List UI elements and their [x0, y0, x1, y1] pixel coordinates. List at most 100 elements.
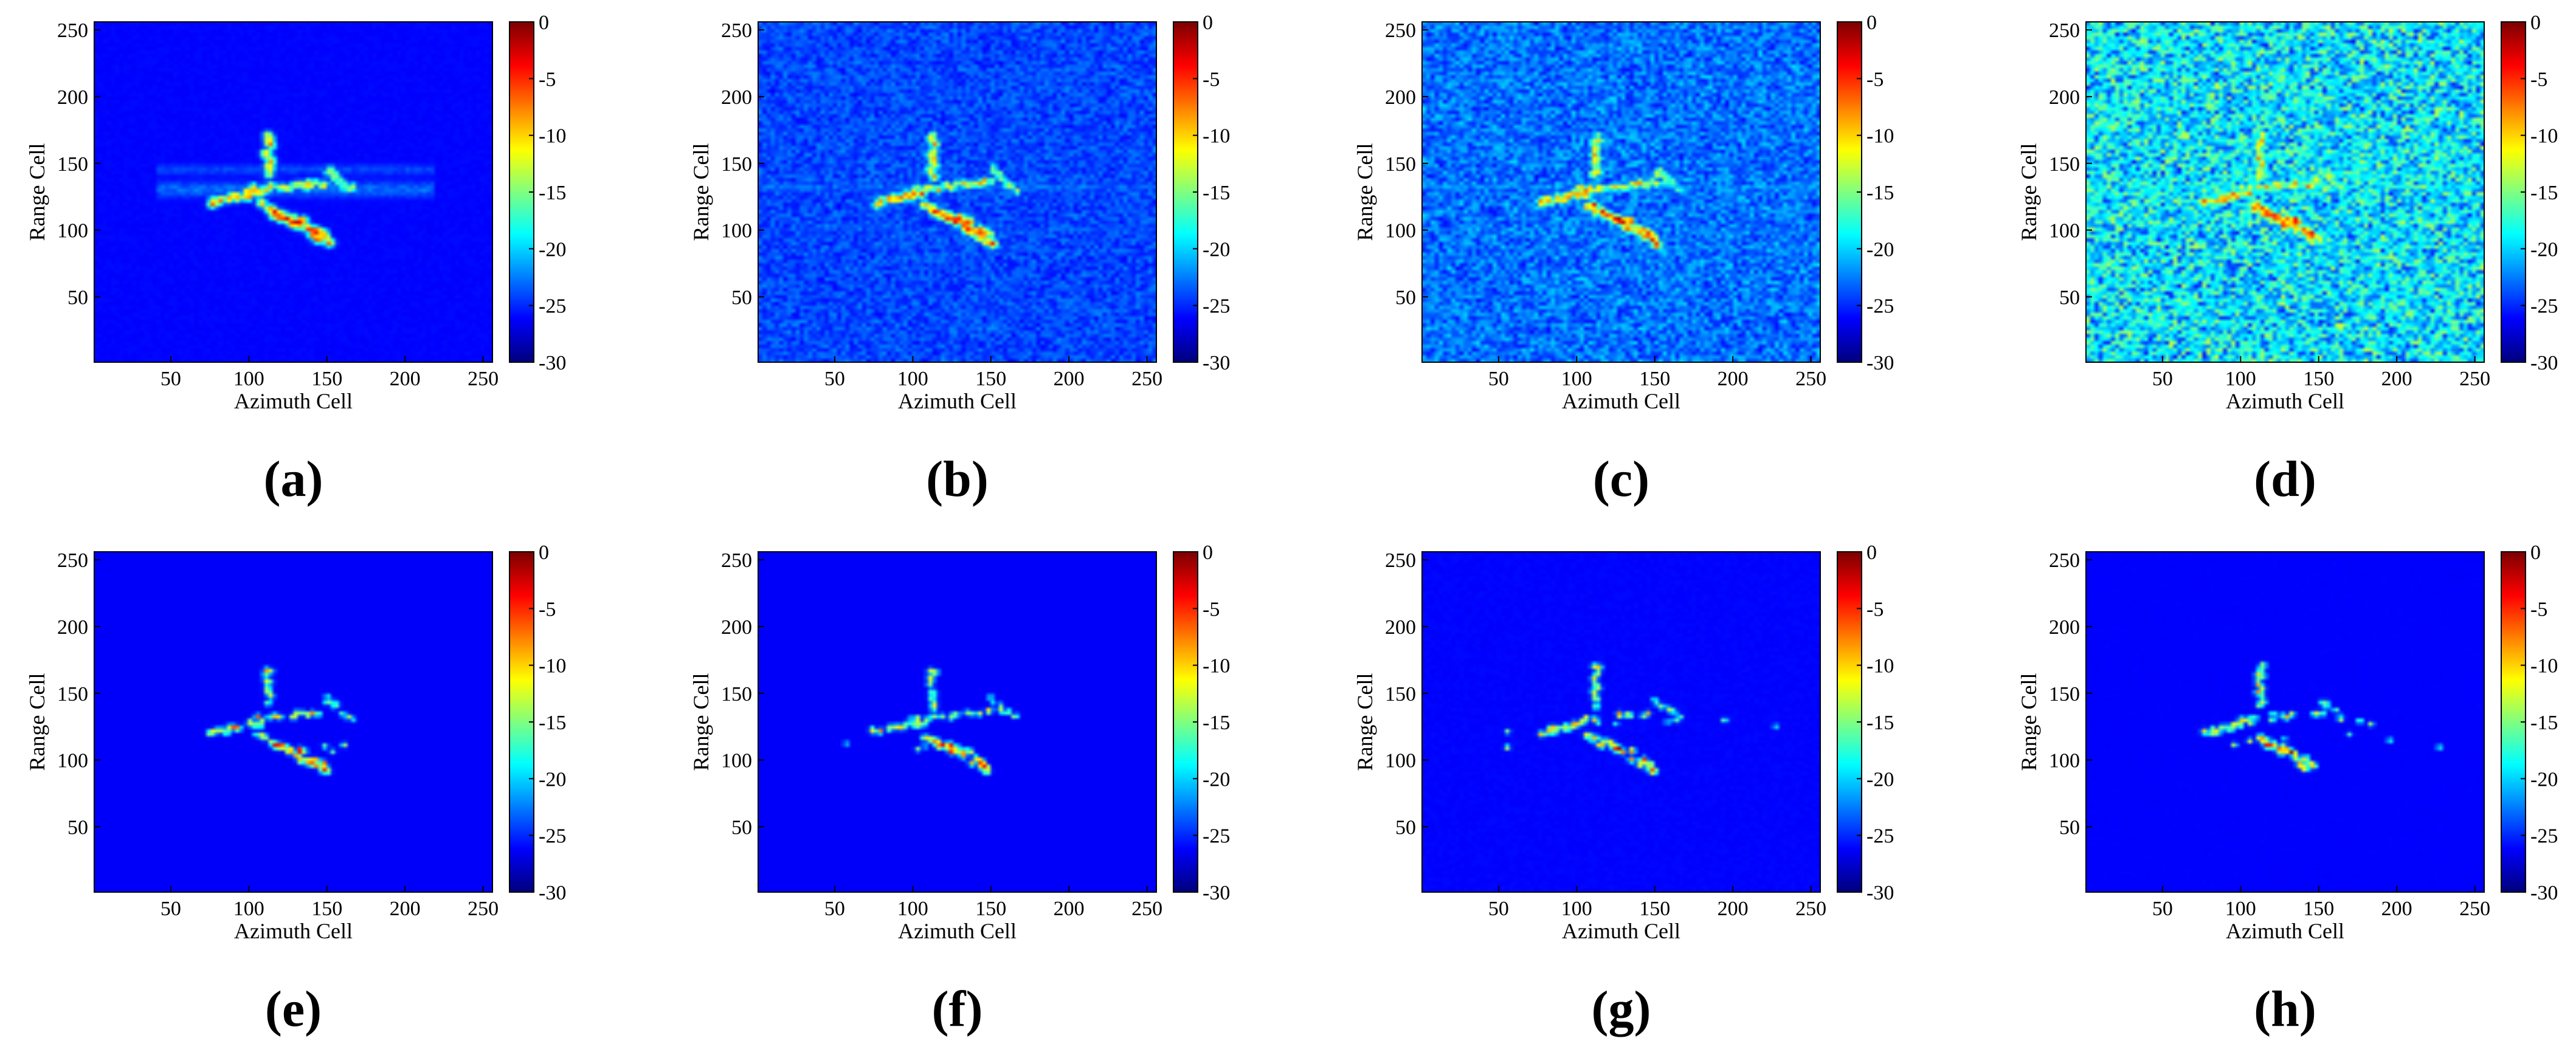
- y-tick-label: 50: [67, 816, 88, 839]
- x-tick-label: 200: [390, 898, 421, 920]
- y-axis-label: Range Cell: [25, 143, 49, 241]
- heatmap-image: [1422, 552, 1820, 892]
- colorbar-tick-label: -20: [1203, 768, 1230, 791]
- x-tick-label: 150: [311, 898, 342, 920]
- y-tick-label: 50: [1395, 286, 1416, 309]
- plot-frame: [1421, 21, 1821, 363]
- x-tick-label: 200: [1718, 368, 1749, 390]
- x-tick-label: 150: [2303, 368, 2334, 390]
- x-tick-label: 100: [2225, 368, 2256, 390]
- colorbar-tick-label: -30: [1203, 882, 1230, 904]
- colorbar-tick-label: -10: [1866, 125, 1894, 148]
- panel-caption: (h): [2254, 981, 2316, 1037]
- colorbar-tick-label: -10: [539, 125, 566, 148]
- colorbar-tick-label: -15: [1866, 712, 1894, 734]
- heatmap-image: [758, 22, 1156, 362]
- colorbar-tick-label: -5: [1866, 598, 1884, 620]
- colorbar-tick-label: -30: [1866, 352, 1894, 374]
- colorbar-tick-label: -15: [2530, 712, 2558, 734]
- x-tick-label: 250: [2459, 898, 2490, 920]
- x-tick-label: 100: [2225, 898, 2256, 920]
- panel-caption: (f): [932, 981, 983, 1037]
- y-tick-label: 200: [57, 86, 88, 109]
- y-tick-label: 100: [721, 750, 752, 772]
- colorbar-tick-label: -25: [1203, 825, 1230, 848]
- y-tick-label: 150: [721, 683, 752, 706]
- colorbar-tick-label: -30: [2530, 882, 2558, 904]
- x-axis-label: Azimuth Cell: [898, 919, 1017, 943]
- y-tick-label: 50: [2059, 286, 2080, 309]
- colorbar-tick-label: 0: [2530, 541, 2541, 564]
- plot-frame: [1421, 551, 1821, 893]
- x-tick-label: 50: [2152, 368, 2173, 390]
- y-tick-label: 250: [721, 19, 752, 42]
- x-axis-label: Azimuth Cell: [1562, 389, 1680, 413]
- colorbar-tick-label: -20: [539, 238, 566, 261]
- plot-frame: [94, 551, 493, 893]
- x-tick-label: 50: [824, 898, 845, 920]
- y-tick-label: 250: [1385, 549, 1416, 572]
- colorbar-tick-label: -20: [1866, 238, 1894, 261]
- y-tick-label: 250: [2049, 19, 2080, 42]
- plot-frame: [758, 551, 1157, 893]
- x-tick-label: 100: [1561, 898, 1592, 920]
- colorbar-tick-label: -30: [539, 882, 566, 904]
- y-tick-label: 100: [721, 220, 752, 242]
- y-tick-label: 150: [1385, 683, 1416, 706]
- y-axis-label: Range Cell: [689, 673, 713, 771]
- panel-caption: (a): [264, 451, 323, 507]
- x-tick-label: 250: [1131, 898, 1162, 920]
- heatmap-image: [758, 552, 1156, 892]
- colorbar-tick-label: 0: [1203, 12, 1213, 34]
- x-axis-label: Azimuth Cell: [2226, 919, 2344, 943]
- heatmap-panel: 50 100 150 200 250 50 100 150 200 250 Azimuth Cell…: [689, 12, 1230, 507]
- y-tick-label: 50: [731, 816, 752, 839]
- x-tick-label: 200: [1718, 898, 1749, 920]
- x-tick-label: 50: [1488, 368, 1509, 390]
- heatmap-image: [94, 22, 492, 362]
- heatmap-panel: 50 100 150 200 250 50 100 150 200 250 Azimuth Cell…: [1353, 541, 1894, 1037]
- y-axis-label: Range Cell: [1353, 673, 1377, 771]
- colorbar-tick-label: -25: [1203, 295, 1230, 318]
- heatmap-panel: 50 100 150 200 250 50 100 150 200 250 Azimuth Cell…: [25, 541, 566, 1037]
- y-tick-label: 250: [721, 549, 752, 572]
- plot-frame: [94, 21, 493, 363]
- y-tick-label: 100: [2049, 750, 2080, 772]
- x-axis-label: Azimuth Cell: [898, 389, 1017, 413]
- colorbar-tick-label: -25: [2530, 295, 2558, 318]
- x-tick-label: 200: [2381, 898, 2412, 920]
- x-axis-label: Azimuth Cell: [234, 919, 353, 943]
- y-tick-label: 150: [1385, 153, 1416, 176]
- y-tick-label: 100: [57, 750, 88, 772]
- colorbar-tick-label: -10: [1203, 125, 1230, 148]
- colorbar-tick-label: -20: [2530, 768, 2558, 791]
- colorbar-tick-label: -25: [539, 825, 566, 848]
- x-tick-label: 200: [1054, 368, 1085, 390]
- x-tick-label: 150: [1639, 368, 1670, 390]
- plot-frame: [2085, 551, 2485, 893]
- x-tick-label: 200: [390, 368, 421, 390]
- colorbar-tick-label: -30: [1203, 352, 1230, 374]
- y-tick-label: 100: [2049, 220, 2080, 242]
- x-tick-label: 50: [2152, 898, 2173, 920]
- colorbar-tick-label: -10: [2530, 655, 2558, 678]
- x-tick-label: 250: [2459, 368, 2490, 390]
- colorbar-tick-label: -15: [539, 182, 566, 204]
- x-tick-label: 250: [468, 898, 499, 920]
- x-tick-label: 150: [975, 898, 1006, 920]
- y-axis-label: Range Cell: [689, 143, 713, 241]
- colorbar-tick-label: -5: [539, 598, 556, 620]
- colorbar-tick-label: 0: [1203, 541, 1213, 564]
- x-tick-label: 150: [311, 368, 342, 390]
- colorbar-tick-label: -15: [1866, 182, 1894, 204]
- panel-caption: (g): [1592, 981, 1651, 1037]
- x-tick-label: 150: [1639, 898, 1670, 920]
- heatmap-image: [2086, 552, 2484, 892]
- y-tick-label: 200: [2049, 86, 2080, 109]
- colorbar-tick-label: -10: [1203, 655, 1230, 678]
- y-tick-label: 150: [2049, 683, 2080, 706]
- x-tick-label: 150: [975, 368, 1006, 390]
- heatmap-panel: 50 100 150 200 250 50 100 150 200 250 Azimuth Cell…: [2017, 541, 2558, 1037]
- colorbar-tick-label: -30: [2530, 352, 2558, 374]
- colorbar-tick-label: -10: [1866, 655, 1894, 678]
